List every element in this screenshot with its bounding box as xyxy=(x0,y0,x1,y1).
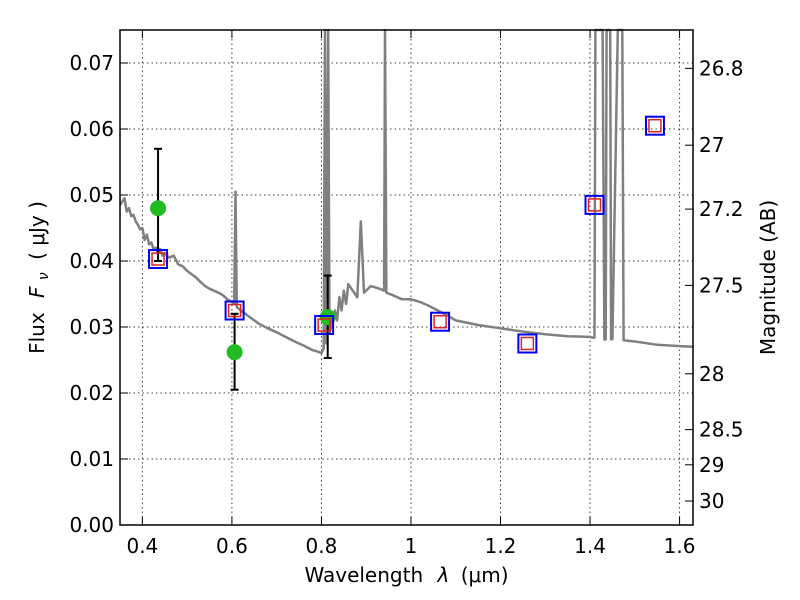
x-axis-label: Wavelength λ (μm) xyxy=(304,563,508,587)
y-tick-label: 0.06 xyxy=(69,117,114,141)
model-point-inner xyxy=(227,303,242,318)
y-axis-label-symbol: F xyxy=(25,286,49,298)
observed-point xyxy=(150,147,167,262)
y-tick-label: 0.01 xyxy=(69,447,114,471)
plot-frame xyxy=(119,29,694,526)
model-point xyxy=(224,300,245,321)
model-point-box xyxy=(430,311,451,332)
model-point xyxy=(517,333,538,354)
y-tick-label: 0.03 xyxy=(69,315,114,339)
model-point-inner xyxy=(433,314,447,329)
y-axis-label-unit: ( μJy ) xyxy=(25,201,49,260)
model-point-inner xyxy=(151,252,165,266)
y2-tick-label: 26.8 xyxy=(699,56,744,80)
y2-tick-label: 27.5 xyxy=(699,273,744,297)
model-point-box xyxy=(314,315,335,336)
template-spectrum-line xyxy=(118,28,694,355)
model-point-inner xyxy=(520,336,535,351)
model-point xyxy=(148,249,169,270)
observed-marker xyxy=(319,309,336,326)
x-tick-label: 1 xyxy=(405,534,418,558)
y-tick-label: 0.05 xyxy=(69,183,114,207)
x-tick-label: 0.4 xyxy=(126,534,158,558)
model-point xyxy=(644,115,665,136)
y2-tick-label: 27 xyxy=(699,133,724,157)
model-point-box xyxy=(517,333,538,354)
y2-axis-label: Magnitude (AB) xyxy=(756,200,780,355)
axis-ticks: 0.4 0.6 0.8 1 1.2 1.4 1.6 0.00 0.01 0.02 0.03 0.04 0… xyxy=(69,30,744,558)
observed-point xyxy=(226,312,243,391)
model-points xyxy=(148,115,665,354)
model-point-box xyxy=(148,249,169,270)
model-point xyxy=(584,194,605,215)
y-axis-label-subscript: ν xyxy=(36,272,52,280)
model-point xyxy=(430,311,451,332)
model-point-inner xyxy=(317,318,331,332)
observed-points xyxy=(150,147,336,391)
x-tick-label: 1.2 xyxy=(485,534,517,558)
x-tick-label: 1.4 xyxy=(574,534,606,558)
observed-marker xyxy=(226,344,243,361)
y2-tick-label: 28.5 xyxy=(699,418,744,442)
template-spectrum xyxy=(118,28,694,355)
y2-tick-label: 30 xyxy=(699,489,724,513)
y-tick-label: 0.07 xyxy=(69,51,114,75)
x-axis-label-symbol: λ xyxy=(437,563,450,587)
x-tick-label: 0.6 xyxy=(216,534,248,558)
y-tick-label: 0.04 xyxy=(69,249,114,273)
y2-tick-label: 27.2 xyxy=(699,197,744,221)
model-point-inner xyxy=(587,198,602,212)
x-axis-label-unit: (μm) xyxy=(461,563,509,587)
model-point-box xyxy=(224,300,245,321)
observed-marker xyxy=(150,200,167,217)
y2-tick-label: 29 xyxy=(699,453,724,477)
model-point xyxy=(314,315,335,336)
model-point-box xyxy=(584,194,605,215)
grid-lines xyxy=(120,30,693,525)
x-tick-label: 0.8 xyxy=(306,534,338,558)
y-tick-label: 0.00 xyxy=(69,513,114,537)
model-point-inner xyxy=(648,118,662,133)
y-axis-label: Flux F ν ( μJy ) xyxy=(25,201,53,354)
y-axis-label-text: Flux xyxy=(25,312,49,354)
x-axis-label-text: Wavelength xyxy=(304,563,423,587)
y2-tick-label: 28 xyxy=(699,362,724,386)
y-tick-label: 0.02 xyxy=(69,381,114,405)
x-tick-label: 1.6 xyxy=(664,534,696,558)
model-point-box xyxy=(644,115,665,136)
